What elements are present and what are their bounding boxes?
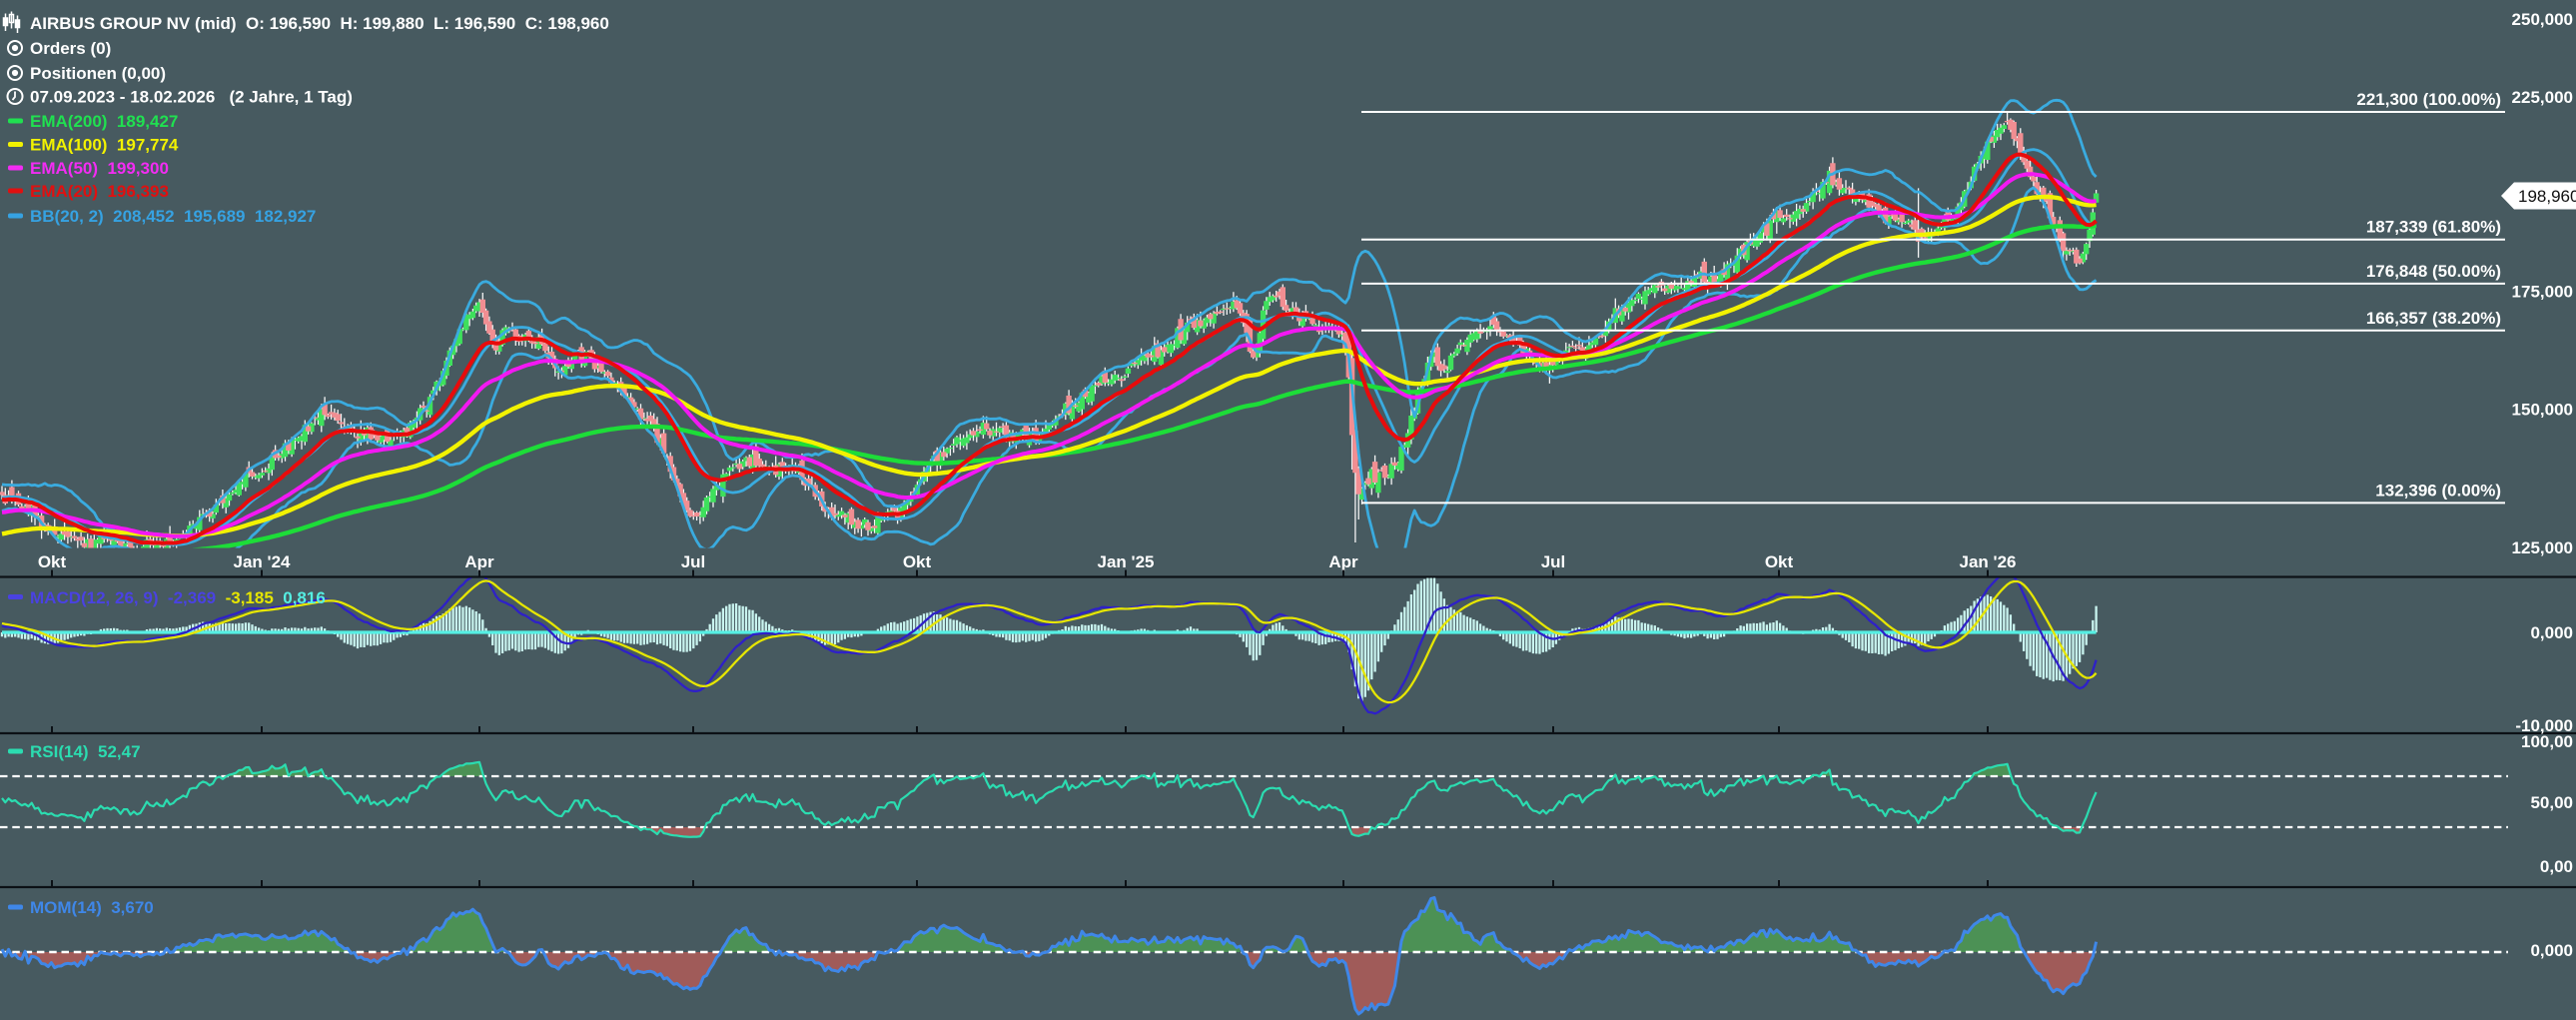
svg-text:198,960: 198,960 <box>2518 187 2576 206</box>
svg-text:Jan '26: Jan '26 <box>1960 552 2017 571</box>
svg-text:RSI(14) 52,47: RSI(14) 52,47 <box>30 742 141 761</box>
svg-text:176,848 (50.00%): 176,848 (50.00%) <box>2366 262 2501 281</box>
svg-text:Apr: Apr <box>1328 552 1358 571</box>
svg-text:EMA(20) 196,393: EMA(20) 196,393 <box>30 182 169 201</box>
svg-text:07.09.2023 - 18.02.2026 (2 J: 07.09.2023 - 18.02.2026 (2 Jahre, 1 Tag) <box>30 88 353 107</box>
svg-text:Okt: Okt <box>903 552 932 571</box>
svg-text:250,000: 250,000 <box>2512 10 2573 29</box>
svg-text:EMA(100) 197,774: EMA(100) 197,774 <box>30 136 179 155</box>
svg-text:132,396 (0.00%): 132,396 (0.00%) <box>2375 481 2501 500</box>
svg-text:50,00: 50,00 <box>2530 793 2573 812</box>
svg-text:Jul: Jul <box>681 552 706 571</box>
svg-text:150,000: 150,000 <box>2512 401 2573 420</box>
svg-text:Jan '24: Jan '24 <box>234 552 292 571</box>
svg-text:225,000: 225,000 <box>2512 88 2573 107</box>
svg-text:MOM(14) 3,670: MOM(14) 3,670 <box>30 898 154 917</box>
svg-text:Apr: Apr <box>464 552 494 571</box>
svg-text:BB(20, 2) 208,452 195,689 1: BB(20, 2) 208,452 195,689 182,927 <box>30 207 316 226</box>
svg-text:MACD(12, 26, 9) -2,369 -3,18: MACD(12, 26, 9) -2,369 -3,185 0,816 <box>30 588 326 607</box>
svg-text:Jan '25: Jan '25 <box>1098 552 1155 571</box>
svg-text:175,000: 175,000 <box>2512 283 2573 302</box>
svg-text:Okt: Okt <box>1765 552 1794 571</box>
svg-text:100,00: 100,00 <box>2521 732 2573 751</box>
svg-text:187,339 (61.80%): 187,339 (61.80%) <box>2366 218 2501 237</box>
svg-text:0,000: 0,000 <box>2530 623 2573 642</box>
svg-text:EMA(200) 189,427: EMA(200) 189,427 <box>30 112 178 131</box>
svg-text:166,357 (38.20%): 166,357 (38.20%) <box>2366 309 2501 328</box>
svg-text:Orders (0): Orders (0) <box>30 39 111 58</box>
svg-text:125,000: 125,000 <box>2512 538 2573 557</box>
svg-text:Jul: Jul <box>1541 552 1566 571</box>
svg-text:Okt: Okt <box>38 552 67 571</box>
svg-text:0,000: 0,000 <box>2530 941 2573 960</box>
svg-text:0,00: 0,00 <box>2540 857 2573 876</box>
svg-text:Positionen (0,00): Positionen (0,00) <box>30 64 166 83</box>
svg-text:AIRBUS GROUP NV (mid) O: 196,: AIRBUS GROUP NV (mid) O: 196,590 H: 199,… <box>30 14 609 33</box>
svg-text:221,300 (100.00%): 221,300 (100.00%) <box>2356 90 2501 109</box>
svg-text:-10,000: -10,000 <box>2515 716 2573 735</box>
svg-text:EMA(50) 199,300: EMA(50) 199,300 <box>30 159 169 178</box>
